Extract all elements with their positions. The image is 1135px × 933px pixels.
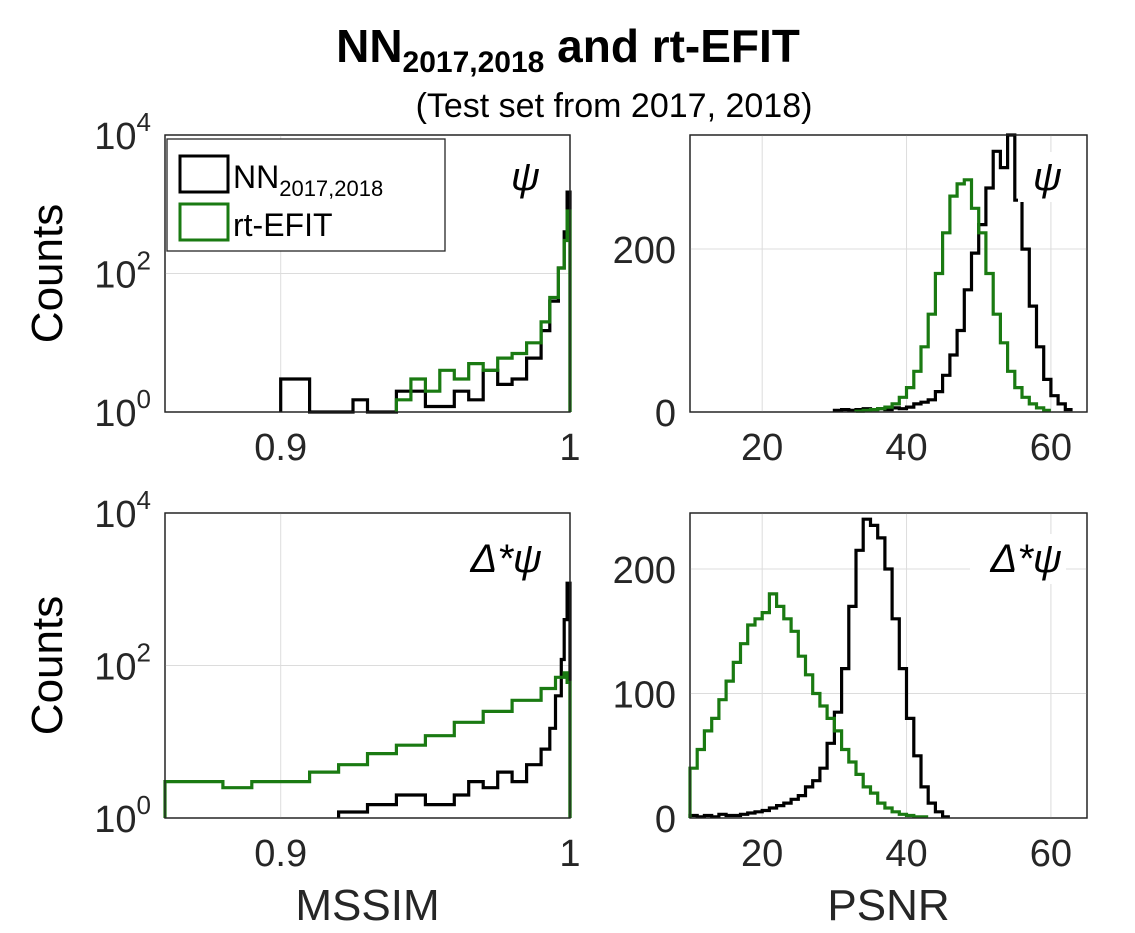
panel-psnr-psi: 20 40 60 0 200 ψ [613, 133, 1088, 469]
legend-swatch-nn [178, 154, 230, 194]
x-tick-label: 1 [559, 427, 580, 469]
panel-label: ψ [511, 155, 540, 199]
x-tick-label: 0.9 [254, 833, 307, 875]
y-tick-label: 104 [94, 485, 151, 536]
axes-border [164, 134, 571, 413]
x-tick-label: 20 [741, 427, 783, 469]
panel-mssim-delta: 0.9 1 100 102 104 Counts MSSIM Δ*ψ [23, 485, 581, 930]
series-rtefit-mssim-psi [394, 209, 572, 412]
x-tick-label: 20 [741, 833, 783, 875]
series-nn-psnr-delta [688, 517, 950, 819]
x-axis-label: PSNR [827, 881, 949, 930]
legend-entry-rtefit: rt-EFIT [178, 202, 333, 243]
y-tick-label: 100 [94, 790, 151, 841]
x-tick-label: 1 [559, 833, 580, 875]
axes-border [164, 512, 571, 819]
legend-swatch-rtefit [178, 202, 230, 242]
x-tick-label: 60 [1030, 833, 1072, 875]
panel-label: Δ*ψ [989, 537, 1062, 581]
series-rtefit-psnr-delta [688, 592, 929, 819]
legend-label-rtefit: rt-EFIT [233, 207, 333, 243]
panel-label-bg [450, 534, 546, 584]
series-nn-mssim-delta [337, 581, 572, 818]
x-tick-label: 0.9 [254, 427, 307, 469]
panel-label-bg [1018, 152, 1066, 202]
y-tick-label: 102 [94, 246, 151, 297]
figure-subtitle: (Test set from 2017, 2018) [416, 87, 813, 125]
x-tick-label: 40 [885, 427, 927, 469]
y-tick-label: 100 [613, 675, 676, 717]
legend-label-nn: NN2017,2018 [233, 159, 383, 201]
y-tick-label: 100 [94, 384, 151, 435]
panel-label-bg [970, 534, 1066, 584]
series-rtefit-psnr-psi [854, 178, 1051, 413]
figure-title: NN2017,2018 and rt-EFIT [336, 20, 800, 79]
legend-box [166, 138, 446, 252]
y-tick-label: 0 [655, 799, 676, 841]
x-axis-label: MSSIM [295, 881, 439, 930]
y-tick-label: 0 [655, 393, 676, 435]
y-tick-label: 200 [613, 550, 676, 592]
legend-entry-nn: NN2017,2018 [178, 154, 383, 201]
y-tick-label: 104 [94, 107, 151, 158]
panel-label: Δ*ψ [469, 537, 542, 581]
panel-label-bg [496, 152, 544, 202]
y-axis-label: Counts [23, 596, 72, 735]
y-tick-label: 102 [94, 638, 151, 689]
axes-border [689, 512, 1088, 819]
x-tick-label: 60 [1030, 427, 1072, 469]
legend: NN2017,2018 rt-EFIT [166, 138, 446, 252]
panel-psnr-delta: 20 40 60 0 100 200 PSNR Δ*ψ [613, 512, 1088, 930]
axes-border [689, 134, 1088, 413]
panel-label: ψ [1033, 155, 1062, 199]
x-tick-label: 40 [885, 833, 927, 875]
y-tick-label: 200 [613, 230, 676, 272]
series-rtefit-mssim-delta [163, 671, 572, 818]
y-axis-label: Counts [23, 204, 72, 343]
